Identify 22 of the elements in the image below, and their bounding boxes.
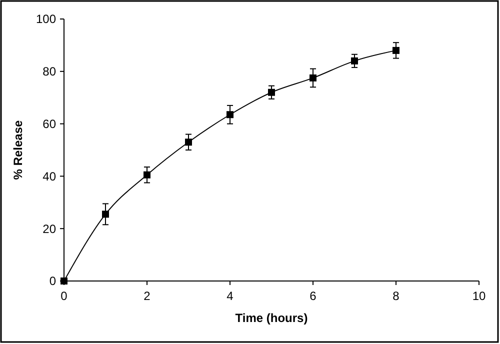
point [185,138,192,146]
y-tick-label: 20 [42,222,56,236]
point [351,57,358,64]
x-tick-label: 6 [310,289,317,303]
y-tick-label: 60 [42,117,56,131]
x-tick-label: 4 [226,289,234,303]
y-axis-title: % Release [11,120,25,180]
y-tick-label: 80 [42,64,56,79]
x-tick-label: 10 [472,289,486,303]
point [102,210,109,218]
y-tick-label: 100 [36,12,56,26]
point [310,74,316,82]
x-axis-title: Time (hours) [235,311,308,325]
point [268,88,275,96]
x-tick-label: 0 [60,289,68,303]
x-tick-label: 8 [392,289,400,303]
y-tick-label: 0 [49,274,56,288]
x-tick-label: 2 [144,289,151,303]
point [392,46,400,54]
point [144,171,150,178]
y-tick-label: 40 [42,169,56,184]
point [226,111,234,118]
